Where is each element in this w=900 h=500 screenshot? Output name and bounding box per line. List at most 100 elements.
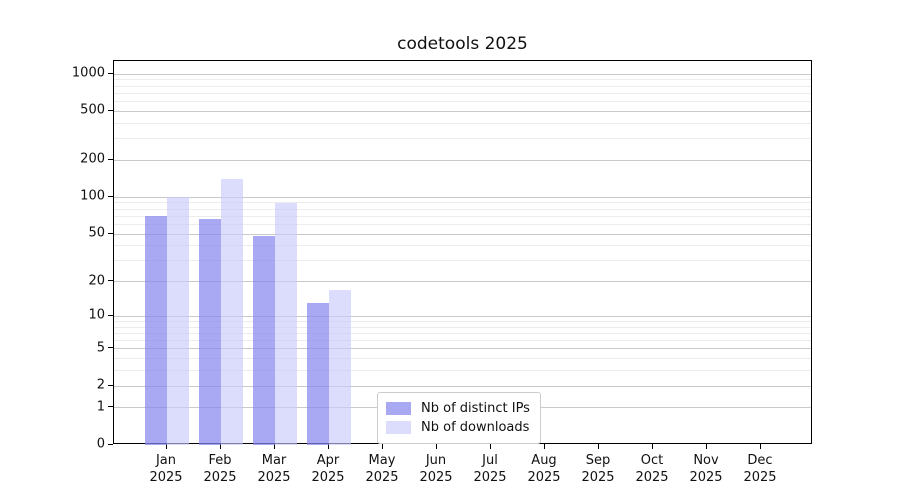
y-axis-tick-label-10: 10 xyxy=(88,307,105,323)
month-year: 2025 xyxy=(635,470,669,485)
gridline-major-500 xyxy=(114,111,811,112)
gridline-minor-400 xyxy=(114,123,811,124)
x-tick-mark-jun xyxy=(436,444,437,449)
x-tick-mark-mar xyxy=(274,444,275,449)
month-name: Mar xyxy=(261,453,287,468)
month-name: Jul xyxy=(482,453,498,468)
x-axis-month-label-may: May 2025 xyxy=(355,452,409,486)
x-tick-mark-jan xyxy=(166,444,167,449)
x-axis-month-label-oct: Oct 2025 xyxy=(625,452,679,486)
x-tick-mark-jul xyxy=(490,444,491,449)
y-axis-tick-label-2: 2 xyxy=(96,377,105,393)
gridline-major-10 xyxy=(114,316,811,317)
y-tick-mark-200 xyxy=(108,159,113,160)
month-year: 2025 xyxy=(419,470,453,485)
x-axis-month-label-aug: Aug 2025 xyxy=(517,452,571,486)
chart-title: codetools 2025 xyxy=(397,34,528,54)
x-axis-month-label-nov: Nov 2025 xyxy=(679,452,733,486)
y-tick-mark-0 xyxy=(108,444,113,445)
y-tick-mark-50 xyxy=(108,233,113,234)
x-axis-month-label-dec: Dec 2025 xyxy=(733,452,787,486)
month-year: 2025 xyxy=(203,470,237,485)
month-year: 2025 xyxy=(473,470,507,485)
bar-nb-of-downloads-feb xyxy=(221,179,243,445)
legend-label-nb-of-downloads: Nb of downloads xyxy=(421,420,530,435)
bar-nb-of-downloads-mar xyxy=(275,202,297,445)
legend-item-nb-of-downloads: Nb of downloads xyxy=(386,418,530,437)
gridline-minor-30 xyxy=(114,260,811,261)
y-tick-mark-2 xyxy=(108,385,113,386)
bar-nb-of-distinct-ips-jan xyxy=(145,216,167,445)
gridline-minor-80 xyxy=(114,209,811,210)
x-tick-mark-aug xyxy=(544,444,545,449)
month-name: Apr xyxy=(316,453,340,468)
gridline-minor-90 xyxy=(114,202,811,203)
y-axis-tick-label-20: 20 xyxy=(88,273,105,289)
y-axis-tick-label-1000: 1000 xyxy=(71,65,105,81)
gridline-minor-9 xyxy=(114,321,811,322)
month-year: 2025 xyxy=(311,470,345,485)
gridline-minor-800 xyxy=(114,86,811,87)
bar-nb-of-distinct-ips-apr xyxy=(307,303,329,445)
x-tick-mark-feb xyxy=(220,444,221,449)
legend: Nb of distinct IPs Nb of downloads xyxy=(377,392,541,444)
gridline-major-200 xyxy=(114,160,811,161)
legend-swatch-nb-of-distinct-ips xyxy=(386,402,411,415)
plot-area xyxy=(113,60,812,445)
y-tick-mark-20 xyxy=(108,280,113,281)
y-axis-tick-label-200: 200 xyxy=(80,151,105,167)
month-name: Sep xyxy=(585,453,611,468)
bar-nb-of-distinct-ips-mar xyxy=(253,236,275,445)
gridline-minor-8 xyxy=(114,327,811,328)
x-tick-mark-nov xyxy=(706,444,707,449)
y-axis-tick-label-0: 0 xyxy=(96,436,105,452)
x-tick-mark-may xyxy=(382,444,383,449)
bar-nb-of-downloads-jan xyxy=(167,197,189,445)
gridline-major-1000 xyxy=(114,74,811,75)
gridline-major-100 xyxy=(114,197,811,198)
gridline-minor-300 xyxy=(114,138,811,139)
gridline-major-5 xyxy=(114,348,811,349)
month-name: Nov xyxy=(693,453,719,468)
legend-label-nb-of-distinct-ips: Nb of distinct IPs xyxy=(421,401,530,416)
bar-nb-of-downloads-apr xyxy=(329,289,351,445)
gridline-minor-70 xyxy=(114,216,811,217)
legend-swatch-nb-of-downloads xyxy=(386,421,411,434)
x-tick-mark-oct xyxy=(652,444,653,449)
y-tick-mark-100 xyxy=(108,196,113,197)
month-name: Jan xyxy=(155,453,177,468)
month-year: 2025 xyxy=(581,470,615,485)
y-axis-tick-label-1: 1 xyxy=(96,399,105,415)
x-axis-month-label-sep: Sep 2025 xyxy=(571,452,625,486)
x-axis-month-label-feb: Feb 2025 xyxy=(193,452,247,486)
month-year: 2025 xyxy=(149,470,183,485)
gridline-minor-3 xyxy=(114,370,811,371)
x-axis-month-label-apr: Apr 2025 xyxy=(301,452,355,486)
month-name: Jun xyxy=(425,453,447,468)
y-tick-mark-500 xyxy=(108,110,113,111)
gridline-minor-6 xyxy=(114,340,811,341)
month-year: 2025 xyxy=(257,470,291,485)
x-axis-month-label-jul: Jul 2025 xyxy=(463,452,517,486)
y-axis-tick-label-100: 100 xyxy=(80,188,105,204)
gridline-major-2 xyxy=(114,386,811,387)
gridline-minor-700 xyxy=(114,93,811,94)
gridline-major-50 xyxy=(114,234,811,235)
gridline-minor-4 xyxy=(114,358,811,359)
gridline-minor-900 xyxy=(114,79,811,80)
y-axis-tick-label-50: 50 xyxy=(88,225,105,241)
month-year: 2025 xyxy=(743,470,777,485)
gridline-major-20 xyxy=(114,281,811,282)
y-tick-mark-5 xyxy=(108,347,113,348)
month-year: 2025 xyxy=(527,470,561,485)
x-tick-mark-sep xyxy=(598,444,599,449)
y-tick-mark-1 xyxy=(108,406,113,407)
x-tick-mark-dec xyxy=(760,444,761,449)
month-name: Oct xyxy=(640,453,664,468)
gridline-minor-40 xyxy=(114,245,811,246)
bar-nb-of-distinct-ips-feb xyxy=(199,218,221,445)
x-tick-mark-apr xyxy=(328,444,329,449)
x-axis-month-label-mar: Mar 2025 xyxy=(247,452,301,486)
legend-item-nb-of-distinct-ips: Nb of distinct IPs xyxy=(386,399,530,418)
